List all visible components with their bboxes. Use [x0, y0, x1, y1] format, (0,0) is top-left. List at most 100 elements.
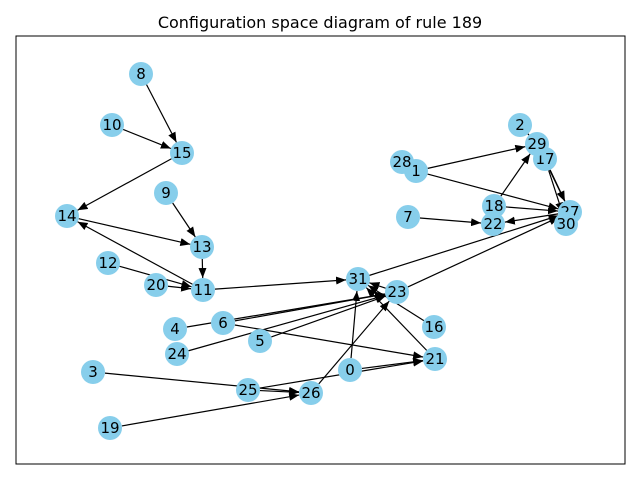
- node-circle: [248, 329, 272, 353]
- edge-23-to-31: [369, 282, 386, 290]
- edge-14-to-13: [78, 218, 191, 246]
- node-circle: [236, 378, 260, 402]
- node-23: 23: [385, 280, 409, 304]
- node-circle: [396, 205, 420, 229]
- node-circle: [554, 212, 578, 236]
- edge-3-to-26: [104, 372, 300, 395]
- edge-18-to-27: [505, 206, 559, 215]
- edge-19-to-26: [121, 392, 300, 427]
- node-circle: [144, 273, 168, 297]
- edge-27-to-22: [504, 213, 559, 225]
- node-circle: [481, 212, 505, 236]
- edge-1-to-27: [427, 173, 559, 211]
- node-circle: [190, 235, 214, 259]
- node-label: 29: [527, 135, 546, 153]
- edges-layer: [77, 84, 574, 427]
- node-label: 11: [193, 281, 212, 299]
- node-22: 22: [481, 212, 505, 236]
- edge-6-to-21: [234, 324, 424, 360]
- edge-25-to-26: [259, 387, 300, 396]
- edge-24-to-23: [188, 294, 386, 352]
- node-label: 14: [57, 207, 76, 225]
- node-label: 16: [424, 318, 443, 336]
- node-label: 18: [484, 197, 503, 215]
- edge-0-to-31: [350, 290, 361, 359]
- node-label: 3: [88, 363, 98, 381]
- node-12: 12: [96, 251, 120, 275]
- node-label: 24: [167, 345, 186, 363]
- node-9: 9: [154, 181, 178, 205]
- edge-11-to-31: [214, 276, 347, 290]
- node-circle: [55, 204, 79, 228]
- node-label: 28: [392, 153, 411, 171]
- edge-20-to-11: [167, 283, 192, 292]
- node-0: 0: [338, 358, 362, 382]
- node-label: 4: [170, 320, 180, 338]
- node-circle: [422, 315, 446, 339]
- edge-11-to-14: [77, 221, 193, 285]
- node-circle: [100, 113, 124, 137]
- node-circle: [154, 181, 178, 205]
- edge-10-to-15: [122, 128, 172, 150]
- node-circle: [385, 280, 409, 304]
- edge-31-to-27: [369, 214, 559, 276]
- diagram-title: Configuration space diagram of rule 189: [158, 13, 482, 32]
- node-8: 8: [129, 62, 153, 86]
- node-label: 2: [515, 116, 525, 134]
- node-13: 13: [190, 235, 214, 259]
- node-31: 31: [346, 267, 370, 291]
- node-5: 5: [248, 329, 272, 353]
- node-circle: [165, 342, 189, 366]
- node-label: 0: [345, 361, 355, 379]
- edge-5-to-23: [271, 295, 386, 338]
- edge-17-to-27: [549, 169, 566, 202]
- node-6: 6: [211, 311, 235, 335]
- node-4: 4: [163, 317, 187, 341]
- node-circle: [98, 416, 122, 440]
- node-26: 26: [299, 381, 323, 405]
- node-10: 10: [100, 113, 124, 137]
- edge-15-to-14: [77, 158, 172, 211]
- edge-9-to-13: [172, 202, 196, 238]
- node-circle: [96, 251, 120, 275]
- node-label: 25: [238, 381, 257, 399]
- node-circle: [170, 141, 194, 165]
- node-circle: [129, 62, 153, 86]
- node-label: 10: [102, 116, 121, 134]
- nodes-layer: 0123456789101112131415161718192021222324…: [55, 62, 582, 440]
- node-circle: [525, 132, 549, 156]
- node-2: 2: [508, 113, 532, 137]
- node-20: 20: [144, 273, 168, 297]
- node-label: 22: [483, 215, 502, 233]
- node-label: 9: [161, 184, 171, 202]
- node-25: 25: [236, 378, 260, 402]
- node-circle: [338, 358, 362, 382]
- edge-21-to-31: [365, 287, 428, 351]
- node-19: 19: [98, 416, 122, 440]
- node-label: 5: [255, 332, 265, 350]
- node-11: 11: [191, 278, 215, 302]
- node-circle: [482, 194, 506, 218]
- node-label: 26: [301, 384, 320, 402]
- node-circle: [390, 150, 414, 174]
- node-28: 28: [390, 150, 414, 174]
- node-circle: [81, 360, 105, 384]
- node-24: 24: [165, 342, 189, 366]
- node-circle: [346, 267, 370, 291]
- node-label: 20: [146, 276, 165, 294]
- node-label: 15: [172, 144, 191, 162]
- node-label: 8: [136, 65, 146, 83]
- edge-1-to-29: [427, 144, 526, 169]
- edge-7-to-22: [419, 217, 482, 227]
- node-3: 3: [81, 360, 105, 384]
- edge-0-to-21: [361, 357, 424, 370]
- node-circle: [191, 278, 215, 302]
- edge-26-to-23: [318, 300, 390, 385]
- node-7: 7: [396, 205, 420, 229]
- node-label: 23: [387, 283, 406, 301]
- node-circle: [423, 347, 447, 371]
- node-29: 29: [525, 132, 549, 156]
- node-label: 19: [100, 419, 119, 437]
- edge-18-to-29: [500, 153, 531, 197]
